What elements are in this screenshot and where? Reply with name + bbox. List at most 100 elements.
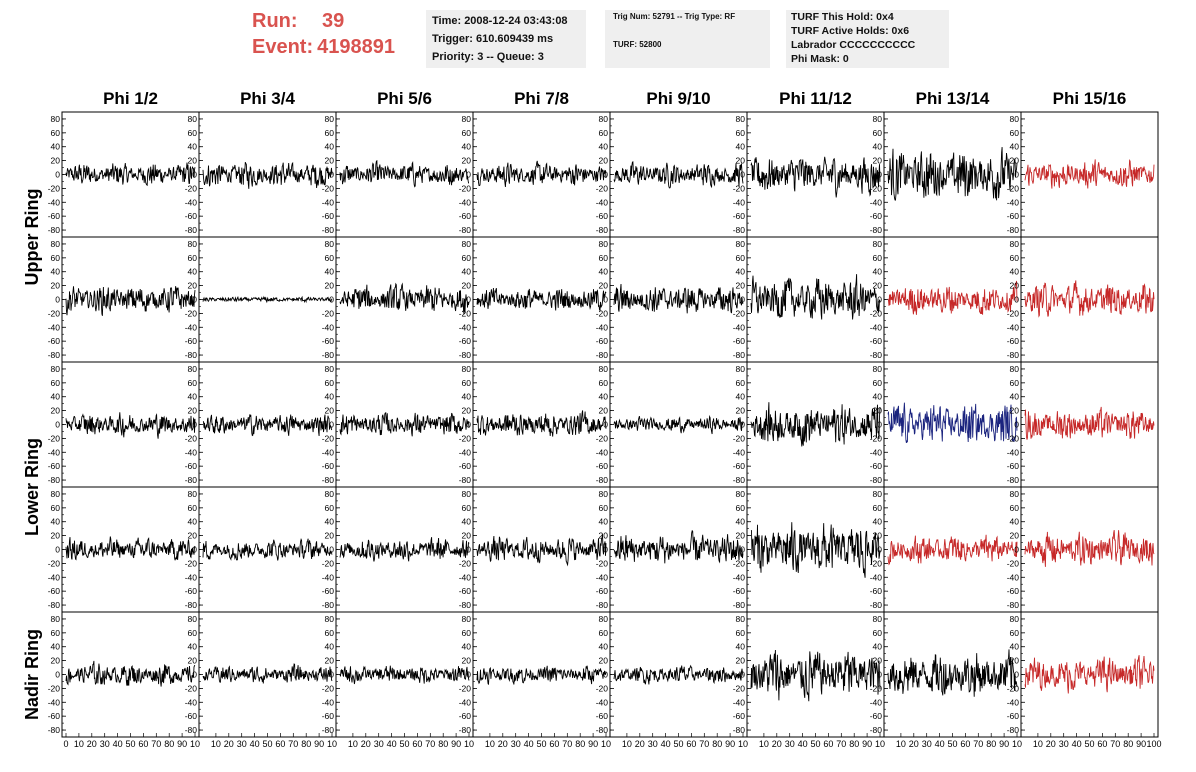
y-tick-label: 20 <box>325 531 335 541</box>
y-tick-label: 80 <box>188 114 198 124</box>
waveform-line <box>1024 530 1155 567</box>
column-header: Phi 9/10 <box>646 89 710 108</box>
y-tick-label: 20 <box>325 281 335 291</box>
y-tick-label: 80 <box>599 489 609 499</box>
y-tick-label: 0 <box>329 170 334 180</box>
y-tick-label: -40 <box>48 697 61 707</box>
y-tick-label: -60 <box>870 586 883 596</box>
y-tick-label: -80 <box>322 225 335 235</box>
y-tick-label: 0 <box>466 545 471 555</box>
y-tick-label: 40 <box>599 267 609 277</box>
y-tick-label: -60 <box>596 461 609 471</box>
y-tick-label: -20 <box>870 433 883 443</box>
waveform-line <box>613 283 744 314</box>
y-tick-label: -40 <box>322 572 335 582</box>
y-tick-label: 0 <box>1014 545 1019 555</box>
y-tick-label: 20 <box>736 281 746 291</box>
x-tick-label: 10 <box>190 739 200 749</box>
y-tick-label: 0 <box>55 295 60 305</box>
y-tick-label: 80 <box>462 489 472 499</box>
y-tick-label: -40 <box>596 322 609 332</box>
run-info: Run: 39 Event: 4198891 <box>252 8 395 60</box>
y-tick-label: 40 <box>736 517 746 527</box>
x-tick-label: 30 <box>785 739 795 749</box>
y-tick-label: -40 <box>1007 697 1020 707</box>
y-tick-label: -60 <box>870 461 883 471</box>
y-tick-label: -60 <box>1007 586 1020 596</box>
y-tick-label: 60 <box>51 628 61 638</box>
y-tick-label: -60 <box>733 586 746 596</box>
y-tick-label: -20 <box>185 308 198 318</box>
x-tick-label: 70 <box>836 739 846 749</box>
y-tick-label: 20 <box>736 531 746 541</box>
y-tick-label: 80 <box>873 114 883 124</box>
x-tick-label: 10 <box>464 739 474 749</box>
y-tick-label: 40 <box>188 267 198 277</box>
y-tick-label: -40 <box>870 572 883 582</box>
y-tick-label: 0 <box>55 170 60 180</box>
y-tick-label: -80 <box>322 725 335 735</box>
y-tick-label: 60 <box>1010 378 1020 388</box>
y-tick-label: 80 <box>599 114 609 124</box>
y-tick-label: 20 <box>188 281 198 291</box>
x-tick-label: 90 <box>725 739 735 749</box>
x-tick-label: 70 <box>973 739 983 749</box>
x-tick-label: 60 <box>823 739 833 749</box>
y-tick-label: -40 <box>733 447 746 457</box>
y-tick-label: 80 <box>325 614 335 624</box>
y-tick-label: 20 <box>325 656 335 666</box>
y-tick-label: -20 <box>596 558 609 568</box>
y-tick-label: 0 <box>55 670 60 680</box>
waveform-line <box>476 410 607 437</box>
trigger-text: Trigger: 610.609439 ms <box>432 33 554 45</box>
y-tick-label: -20 <box>596 183 609 193</box>
y-tick-label: 80 <box>1010 114 1020 124</box>
y-tick-label: 0 <box>466 295 471 305</box>
y-tick-label: -20 <box>322 683 335 693</box>
y-tick-label: 20 <box>325 156 335 166</box>
y-tick-label: 60 <box>599 253 609 263</box>
y-tick-label: 20 <box>1010 156 1020 166</box>
y-tick-label: -60 <box>1007 711 1020 721</box>
y-tick-label: 20 <box>599 281 609 291</box>
y-tick-label: 60 <box>1010 503 1020 513</box>
y-tick-label: 60 <box>599 128 609 138</box>
y-tick-label: -80 <box>48 225 61 235</box>
y-tick-label: 60 <box>51 503 61 513</box>
y-tick-label: -60 <box>185 211 198 221</box>
y-tick-label: -60 <box>48 336 61 346</box>
x-tick-label: 60 <box>960 739 970 749</box>
y-tick-label: -80 <box>1007 725 1020 735</box>
y-tick-label: -60 <box>322 211 335 221</box>
panel-frame <box>61 236 200 363</box>
waveform-line <box>339 665 470 685</box>
x-tick-label: 70 <box>562 739 572 749</box>
y-tick-label: 40 <box>325 642 335 652</box>
y-tick-label: -80 <box>322 600 335 610</box>
y-tick-label: 80 <box>736 489 746 499</box>
y-tick-label: -40 <box>596 697 609 707</box>
y-tick-label: -60 <box>596 711 609 721</box>
y-tick-label: -60 <box>185 336 198 346</box>
y-tick-label: -60 <box>733 336 746 346</box>
x-tick-label: 30 <box>100 739 110 749</box>
y-tick-label: -80 <box>185 600 198 610</box>
y-tick-label: -60 <box>596 211 609 221</box>
waveform-line <box>202 538 333 561</box>
y-tick-label: 60 <box>462 253 472 263</box>
x-tick-label: 30 <box>511 739 521 749</box>
y-tick-label: -20 <box>870 183 883 193</box>
y-tick-label: -80 <box>596 600 609 610</box>
y-tick-label: 60 <box>736 628 746 638</box>
y-tick-label: 80 <box>51 239 61 249</box>
y-tick-label: 80 <box>188 239 198 249</box>
x-tick-label: 10 <box>1033 739 1043 749</box>
y-tick-label: -20 <box>733 558 746 568</box>
x-tick-label: 30 <box>237 739 247 749</box>
trig-info-box: Trig Num: 52791 -- Trig Type: RF TURF: 5… <box>605 10 770 68</box>
y-tick-label: 40 <box>1010 642 1020 652</box>
y-tick-label: -20 <box>185 433 198 443</box>
waveform-line <box>202 663 333 684</box>
y-tick-label: 60 <box>325 503 335 513</box>
waveform-line <box>339 537 470 562</box>
